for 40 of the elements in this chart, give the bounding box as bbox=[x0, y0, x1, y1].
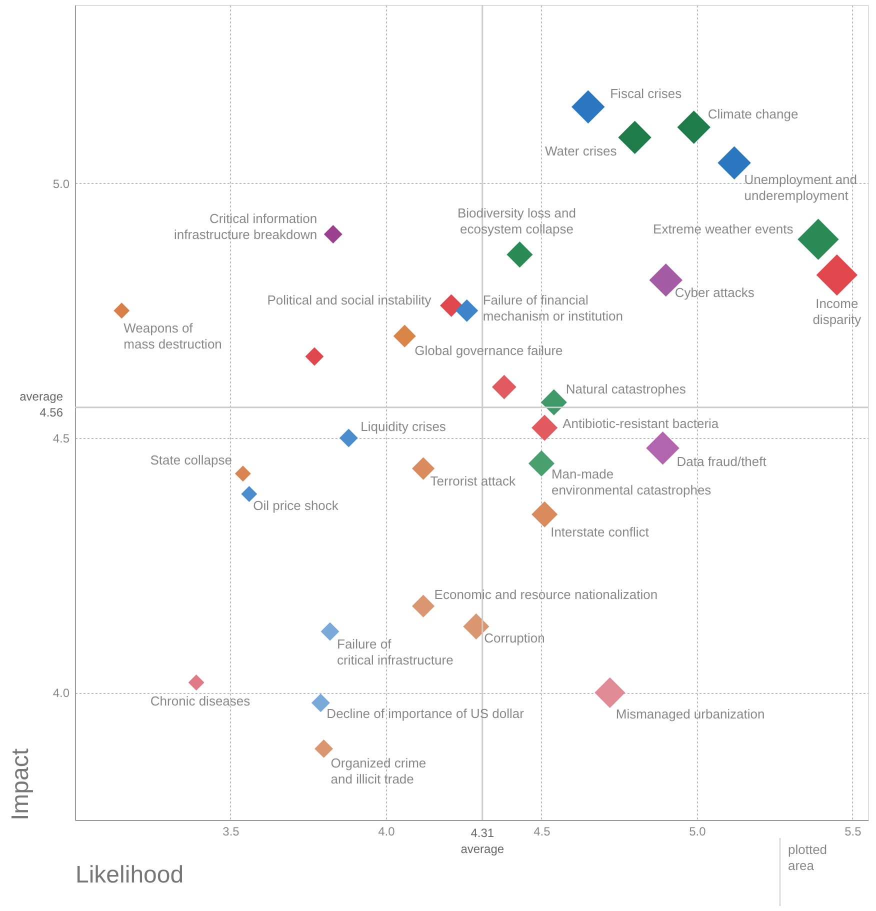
annotation: Mismanaged urbanization bbox=[616, 706, 765, 722]
x-axis-title: Likelihood bbox=[76, 862, 184, 888]
annotation: Failure of critical infrastructure bbox=[337, 636, 454, 668]
annotation: Unemployment and underemployment bbox=[744, 172, 858, 203]
annotation: Oil price shock bbox=[253, 498, 339, 513]
y-tick-label: 4.5 bbox=[52, 431, 70, 446]
annotation: State collapse bbox=[150, 452, 232, 468]
annotation: Water crises bbox=[545, 143, 618, 158]
annotation: Cyber attacks bbox=[674, 285, 755, 300]
annotation: Terrorist attack bbox=[430, 474, 516, 489]
y-axis-title: Impact bbox=[6, 748, 34, 820]
y-tick-label: 4.0 bbox=[52, 686, 70, 700]
x-tick-label: 5.0 bbox=[689, 824, 706, 838]
annotation: Corruption bbox=[484, 630, 545, 646]
annotation: Economic and resource nationalization bbox=[434, 587, 658, 602]
annotation: Chronic diseases bbox=[150, 693, 251, 708]
annotation: Organized crime and illicit trade bbox=[330, 756, 426, 787]
annotation: Global governance failure bbox=[414, 343, 563, 358]
annotation: Antibiotic-resistant bacteria bbox=[562, 416, 720, 431]
x-tick-label: 3.5 bbox=[222, 824, 240, 838]
ref-line-label: 4.31 average bbox=[460, 826, 504, 856]
annotation: Natural catastrophes bbox=[566, 381, 686, 396]
ref-line-label: average 4.56 bbox=[20, 389, 64, 420]
annotation: Weapons of mass destruction bbox=[124, 320, 222, 352]
text: plotted area bbox=[788, 842, 828, 873]
annotation: Liquidity crises bbox=[360, 418, 446, 434]
y-tick-label: 5.0 bbox=[52, 176, 70, 191]
annotation: Biodiversity loss and ecosystem collapse bbox=[457, 206, 576, 237]
annotation: Climate change bbox=[708, 106, 798, 122]
x-tick-label: 5.5 bbox=[844, 824, 862, 838]
annotation: Failure of financial mechanism or institution bbox=[482, 292, 624, 324]
annotation: Fiscal crises bbox=[610, 86, 682, 101]
annotation: Political and social instability bbox=[267, 292, 432, 308]
x-tick-label: 4.5 bbox=[534, 824, 551, 838]
annotation: Extreme weather events bbox=[653, 221, 794, 236]
annotation: Income disparity bbox=[812, 296, 862, 327]
annotation: Critical information infrastructure breakdown bbox=[174, 211, 318, 242]
annotation: Interstate conflict bbox=[550, 524, 650, 540]
annotation: Decline of importance of US dollar bbox=[326, 706, 525, 721]
x-tick-label: 4.0 bbox=[378, 824, 396, 838]
